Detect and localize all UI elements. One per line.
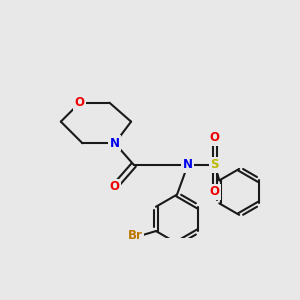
Text: O: O xyxy=(75,96,85,109)
Text: N: N xyxy=(110,137,120,150)
Text: Br: Br xyxy=(128,229,142,242)
Text: N: N xyxy=(183,158,193,171)
Text: O: O xyxy=(110,180,120,193)
Text: O: O xyxy=(210,185,220,198)
Text: S: S xyxy=(211,158,219,171)
Text: O: O xyxy=(210,131,220,144)
